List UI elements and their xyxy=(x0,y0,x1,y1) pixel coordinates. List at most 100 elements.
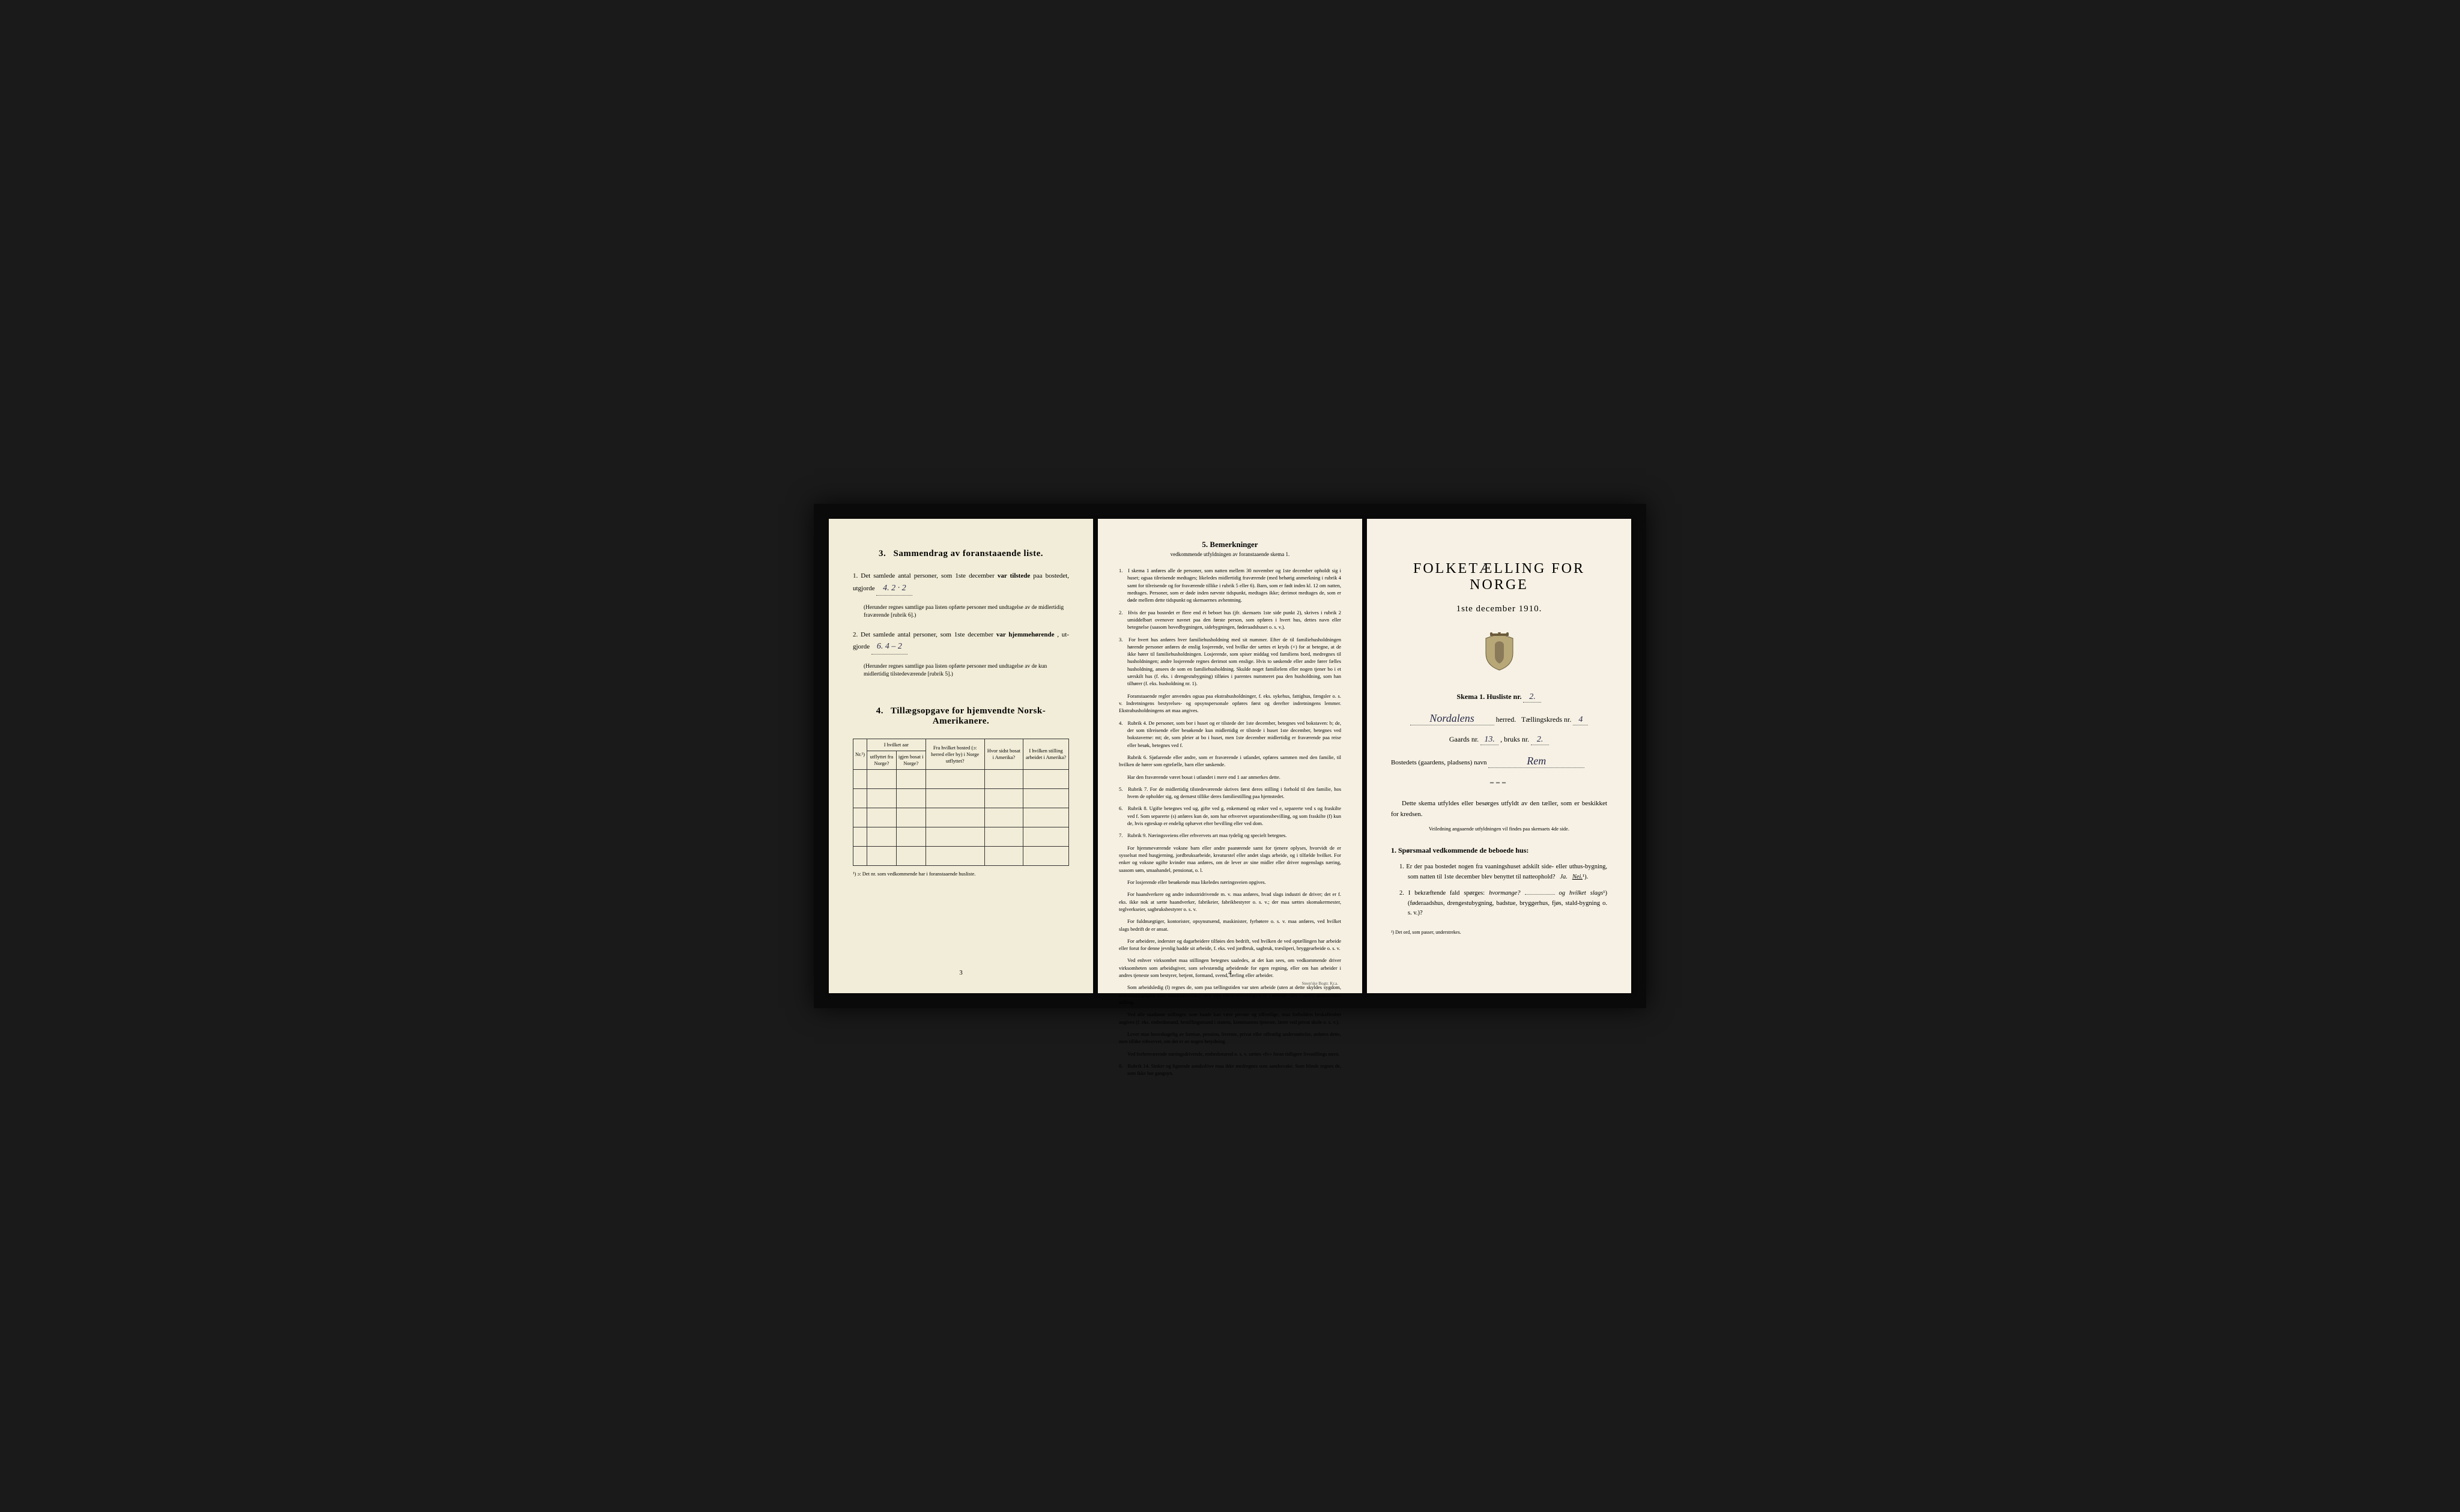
s3-i2-value: 6. 4 – 2 xyxy=(871,640,907,654)
col-utflyttet: utflyttet fra Norge? xyxy=(867,751,897,770)
remark-7-p8: Lever man hovedsagelig av formue, pensio… xyxy=(1119,1030,1341,1045)
section4-footnote: ¹) ɔ: Det nr. som vedkommende har i fora… xyxy=(853,871,1069,877)
skema-value: 2. xyxy=(1523,692,1541,703)
gaards-value: 13. xyxy=(1480,735,1498,745)
document-spread: 3. Sammendrag av foranstaaende liste. 1.… xyxy=(814,504,1646,1008)
q-title-text: Spørsmaal vedkommende de beboede hus: xyxy=(1398,846,1528,854)
col-fra: Fra hvilket bosted (ɔ: herred eller by) … xyxy=(926,739,984,770)
remark-7: 7. Rubrik 9. Næringsveiens eller erhverv… xyxy=(1119,832,1341,839)
s3-i1-note: (Herunder regnes samtlige paa listen opf… xyxy=(864,604,1069,620)
q2-b: hvormange? xyxy=(1489,890,1521,897)
col-igjen: igjen bosat i Norge? xyxy=(896,751,926,770)
table-row xyxy=(853,808,1069,827)
page-middle: 5. Bemerkninger vedkommende utfyldningen… xyxy=(1098,519,1362,993)
page-number-left: 3 xyxy=(959,969,963,976)
q2-d: (føderaadshus, drengestubygning, badstue… xyxy=(1408,900,1607,917)
kreds-value: 4 xyxy=(1573,715,1588,725)
instruction-1: Dette skema utfyldes eller besørges utfy… xyxy=(1391,799,1607,820)
remark-4-text: Rubrik 4. De personer, som bor i huset o… xyxy=(1127,720,1341,748)
coat-of-arms xyxy=(1391,632,1607,674)
remark-7-p4: For arbeidere, inderster og dagarbeidere… xyxy=(1119,937,1341,952)
remark-5-text: Rubrik 7. For de midlertidig tilstedevær… xyxy=(1127,786,1341,799)
bosted-value: Rem xyxy=(1488,755,1584,768)
divider: ━━━ xyxy=(1391,780,1607,787)
s3-i1-value: 4. 2 · 2 xyxy=(876,582,912,596)
q2-a: I bekræftende fald spørges: xyxy=(1408,890,1485,897)
bosted-label: Bostedets (gaardens, pladsens) navn xyxy=(1391,759,1486,766)
s3-i2-bold: var hjemmehørende xyxy=(996,631,1055,638)
herred-value: Nordalens xyxy=(1410,712,1494,725)
section4-title-text: Tillægsopgave for hjemvendte Norsk-Ameri… xyxy=(891,706,1046,726)
q2-num: 2. xyxy=(1399,890,1404,897)
remark-8: 8. Rubrik 14. Sinker og lignende aandssl… xyxy=(1119,1062,1341,1077)
remark-7-p2: For haandverkere og andre industridriven… xyxy=(1119,891,1341,913)
remark-3: 3. For hvert hus anføres hver familiehus… xyxy=(1119,636,1341,688)
remark-5: 5. Rubrik 7. For de midlertidig tilstede… xyxy=(1119,785,1341,800)
table-body xyxy=(853,770,1069,866)
s5-title-text: Bemerkninger xyxy=(1210,540,1258,549)
section5-title: 5. Bemerkninger xyxy=(1119,540,1341,549)
remarks-list: 1. I skema 1 anføres alle de personer, s… xyxy=(1119,567,1341,1077)
q1-nei: Nei. xyxy=(1572,874,1583,880)
census-date: 1ste december 1910. xyxy=(1391,604,1607,614)
question-2: 2. I bekræftende fald spørges: hvormange… xyxy=(1391,889,1607,919)
skema-label: Skema 1. Husliste nr. xyxy=(1457,692,1522,701)
q-title-num: 1. xyxy=(1391,846,1396,854)
section3-item2: 2. Det samlede antal personer, som 1ste … xyxy=(853,630,1069,655)
remark-1: 1. I skema 1 anføres alle de personer, s… xyxy=(1119,567,1341,604)
remark-4: 4. Rubrik 4. De personer, som bor i huse… xyxy=(1119,719,1341,749)
table-row xyxy=(853,847,1069,866)
remark-2-text: Hvis der paa bostedet er flere end ét be… xyxy=(1127,609,1341,631)
q2-sup: ¹) xyxy=(1603,890,1607,897)
remark-8-text: Rubrik 14. Sinker og lignende aandsslöve… xyxy=(1127,1063,1341,1076)
s5-subtitle: vedkommende utfyldningen av foranstaaend… xyxy=(1119,551,1341,557)
q1-sup: ¹). xyxy=(1583,874,1588,880)
question-title: 1. Spørsmaal vedkommende de beboede hus: xyxy=(1391,846,1607,855)
s5-num: 5. xyxy=(1202,540,1208,549)
remark-7-p1: For losjerende eller besøkende maa likel… xyxy=(1119,878,1341,886)
bruks-label: , bruks nr. xyxy=(1500,735,1529,743)
q2-c: og hvilket slags xyxy=(1559,890,1603,897)
remark-2: 2. Hvis der paa bostedet er flere end ét… xyxy=(1119,609,1341,631)
col-hvor: Hvor sidst bosat i Amerika? xyxy=(984,739,1023,770)
section3-title-text: Sammendrag av foranstaaende liste. xyxy=(894,549,1044,558)
col-stilling: I hvilken stilling arbeidet i Amerika? xyxy=(1023,739,1068,770)
page-right: FOLKETÆLLING FOR NORGE 1ste december 191… xyxy=(1367,519,1631,993)
gaards-line: Gaards nr. 13. , bruks nr. 2. xyxy=(1391,735,1607,745)
remark-7-p9: Ved forhenværende næringsdrivende, embed… xyxy=(1119,1050,1341,1057)
remark-6: 6. Rubrik 8. Ugifte betegnes ved ug, gif… xyxy=(1119,805,1341,827)
instruction-2: Veiledning angaaende utfyldningen vil fi… xyxy=(1391,826,1607,832)
remark-3-extra: Foranstaaende regler anvendes ogsaa paa … xyxy=(1119,692,1341,715)
q1-ja: Ja. xyxy=(1560,874,1568,880)
section4-num: 4. xyxy=(876,706,883,716)
page-left: 3. Sammendrag av foranstaaende liste. 1.… xyxy=(829,519,1093,993)
remark-7-p6: Som arbeidsledig (l) regnes de, som paa … xyxy=(1119,984,1341,1006)
remark-7-p3: For fuldmægtiger, kontorister, opsynsmæn… xyxy=(1119,918,1341,933)
table-row xyxy=(853,789,1069,808)
remark-1-text: I skema 1 anføres alle de personer, som … xyxy=(1127,567,1341,603)
remark-4-extra2: Har den fraværende været bosat i utlande… xyxy=(1119,773,1341,781)
bruks-value: 2. xyxy=(1531,735,1549,745)
col-nr: Nr.¹) xyxy=(853,739,867,770)
gaards-label: Gaards nr. xyxy=(1449,735,1479,743)
skema-line: Skema 1. Husliste nr. 2. xyxy=(1391,692,1607,703)
col-aar-group: I hvilket aar xyxy=(867,739,926,751)
section4-table: Nr.¹) I hvilket aar Fra hvilket bosted (… xyxy=(853,739,1069,866)
remark-7-p0: For hjemmeværende voksne barn eller andr… xyxy=(1119,844,1341,874)
bosted-line: Bostedets (gaardens, pladsens) navn Rem xyxy=(1391,755,1607,768)
section4-title: 4. Tillægsopgave for hjemvendte Norsk-Am… xyxy=(853,706,1069,727)
q1-num: 1. xyxy=(1399,863,1404,870)
remark-6-text: Rubrik 8. Ugifte betegnes ved ug, gifte … xyxy=(1127,805,1341,826)
q2-blank xyxy=(1525,894,1555,895)
question-1: 1. Er der paa bostedet nogen fra vaaning… xyxy=(1391,862,1607,883)
table-row xyxy=(853,770,1069,789)
section3-title: 3. Sammendrag av foranstaaende liste. xyxy=(853,549,1069,559)
kreds-label: Tællingskreds nr. xyxy=(1521,715,1571,724)
herred-label: herred. xyxy=(1496,715,1516,724)
s3-i2-prefix: 2. Det samlede antal personer, som 1ste … xyxy=(853,631,993,638)
table-row xyxy=(853,827,1069,847)
remark-4-extra1: Rubrik 6. Sjøfarende eller andre, som er… xyxy=(1119,754,1341,769)
right-footnote: ¹) Det ord, som passer, understrekes. xyxy=(1391,930,1607,935)
herred-line: Nordalens herred. Tællingskreds nr. 4 xyxy=(1391,712,1607,725)
page-number-middle: 4 xyxy=(1228,969,1232,976)
